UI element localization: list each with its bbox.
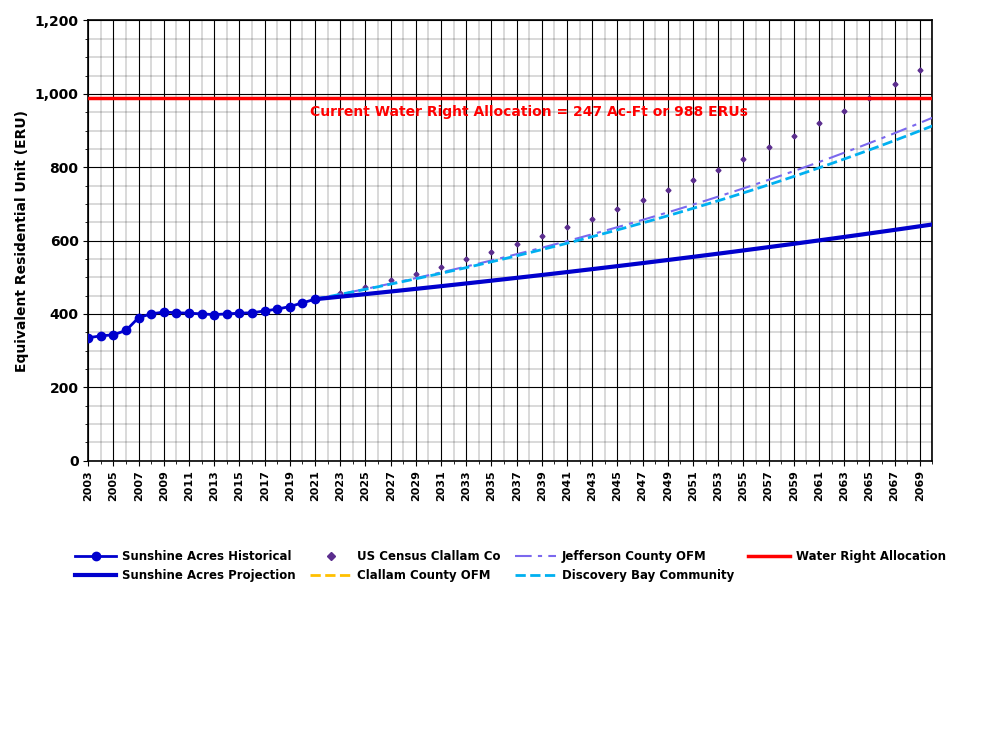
Text: Current Water Right Allocation = 247 Ac-Ft or 988 ERUs: Current Water Right Allocation = 247 Ac-… xyxy=(310,105,748,119)
Legend: Sunshine Acres Historical, Sunshine Acres Projection, US Census Clallam Co, Clal: Sunshine Acres Historical, Sunshine Acre… xyxy=(70,545,950,587)
Y-axis label: Equivalent Residential Unit (ERU): Equivalent Residential Unit (ERU) xyxy=(15,110,29,371)
